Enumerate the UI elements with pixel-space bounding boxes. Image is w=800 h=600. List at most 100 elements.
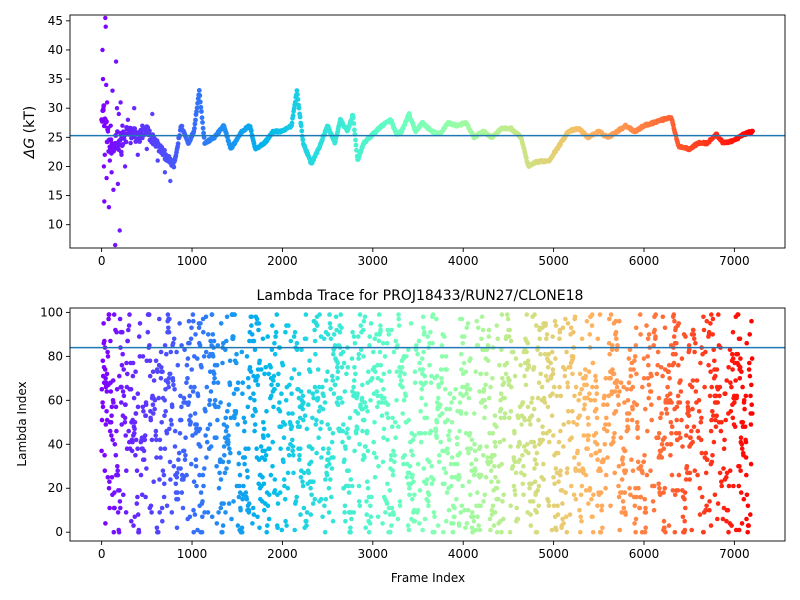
data-point bbox=[244, 468, 250, 474]
data-point bbox=[321, 393, 326, 399]
data-point bbox=[667, 391, 673, 397]
data-point bbox=[583, 472, 589, 478]
data-point bbox=[124, 360, 129, 366]
data-point bbox=[195, 527, 200, 533]
data-point bbox=[731, 483, 736, 489]
data-point bbox=[285, 485, 291, 491]
data-point bbox=[587, 332, 593, 337]
data-point bbox=[170, 340, 176, 346]
data-point bbox=[424, 477, 430, 482]
data-point bbox=[635, 435, 641, 441]
data-point bbox=[265, 334, 271, 339]
data-point bbox=[468, 356, 473, 361]
data-point bbox=[345, 365, 351, 370]
data-point bbox=[654, 371, 660, 377]
data-point bbox=[339, 365, 345, 370]
data-point bbox=[308, 512, 314, 517]
data-point bbox=[290, 113, 296, 118]
data-point bbox=[671, 360, 677, 366]
data-point bbox=[191, 479, 197, 485]
lambda-y-axis-label: Lambda Index bbox=[15, 381, 29, 466]
data-point bbox=[501, 492, 507, 498]
data-point bbox=[536, 483, 542, 489]
data-point bbox=[440, 411, 445, 416]
data-point bbox=[625, 417, 630, 423]
data-point bbox=[125, 371, 130, 377]
data-point bbox=[520, 481, 526, 487]
data-point bbox=[358, 402, 363, 408]
data-point bbox=[371, 450, 377, 456]
data-point bbox=[260, 336, 266, 342]
data-point bbox=[630, 468, 636, 474]
data-point bbox=[166, 329, 172, 335]
data-point bbox=[633, 343, 639, 348]
data-point bbox=[545, 404, 551, 410]
data-point bbox=[393, 338, 399, 344]
data-point bbox=[531, 365, 537, 370]
data-point bbox=[494, 323, 500, 328]
data-point bbox=[264, 409, 269, 414]
data-point bbox=[365, 448, 371, 454]
data-point bbox=[553, 356, 558, 361]
data-point bbox=[208, 338, 213, 344]
data-point bbox=[382, 354, 388, 359]
data-point bbox=[676, 362, 681, 368]
data-point bbox=[179, 490, 185, 495]
data-point bbox=[713, 373, 718, 379]
data-point bbox=[188, 336, 194, 342]
data-point bbox=[451, 521, 456, 526]
data-point bbox=[270, 323, 275, 328]
data-point bbox=[254, 316, 260, 322]
data-point bbox=[434, 420, 440, 425]
data-point bbox=[345, 426, 350, 432]
data-point bbox=[100, 400, 105, 405]
data-point bbox=[106, 205, 112, 210]
data-point bbox=[651, 343, 656, 348]
data-point bbox=[436, 459, 442, 465]
data-point bbox=[246, 501, 252, 506]
data-point bbox=[397, 503, 403, 509]
data-point bbox=[618, 380, 624, 386]
data-point bbox=[699, 415, 704, 421]
data-point bbox=[536, 380, 542, 386]
data-point bbox=[525, 358, 531, 364]
data-point bbox=[104, 82, 109, 88]
data-point bbox=[433, 428, 439, 434]
data-point bbox=[649, 417, 654, 423]
data-point bbox=[251, 512, 257, 517]
data-point bbox=[594, 391, 600, 397]
data-point bbox=[557, 472, 563, 478]
data-point bbox=[328, 477, 333, 482]
data-point bbox=[421, 325, 426, 331]
data-point bbox=[298, 123, 304, 129]
data-point bbox=[160, 369, 165, 375]
y-tick-label: 30 bbox=[48, 101, 63, 115]
data-point bbox=[693, 389, 699, 394]
data-point bbox=[319, 420, 324, 425]
data-point bbox=[192, 125, 197, 131]
data-point bbox=[548, 360, 553, 366]
data-point bbox=[357, 442, 362, 447]
data-point bbox=[743, 393, 749, 399]
data-point bbox=[564, 529, 570, 535]
data-point bbox=[147, 128, 152, 134]
data-point bbox=[178, 466, 183, 471]
data-point bbox=[540, 325, 545, 331]
data-point bbox=[196, 325, 202, 331]
data-point bbox=[146, 312, 152, 317]
data-point bbox=[616, 494, 622, 500]
data-point bbox=[732, 424, 738, 430]
data-point bbox=[189, 325, 194, 331]
data-point bbox=[387, 529, 393, 535]
data-point bbox=[586, 433, 591, 438]
data-point bbox=[300, 479, 305, 485]
data-point bbox=[114, 428, 119, 434]
data-point bbox=[360, 406, 366, 412]
data-point bbox=[242, 455, 248, 460]
data-point bbox=[194, 422, 199, 427]
data-point bbox=[216, 404, 221, 410]
data-point bbox=[291, 334, 297, 339]
data-point bbox=[460, 393, 466, 399]
data-point bbox=[153, 428, 159, 434]
data-point bbox=[529, 400, 534, 405]
